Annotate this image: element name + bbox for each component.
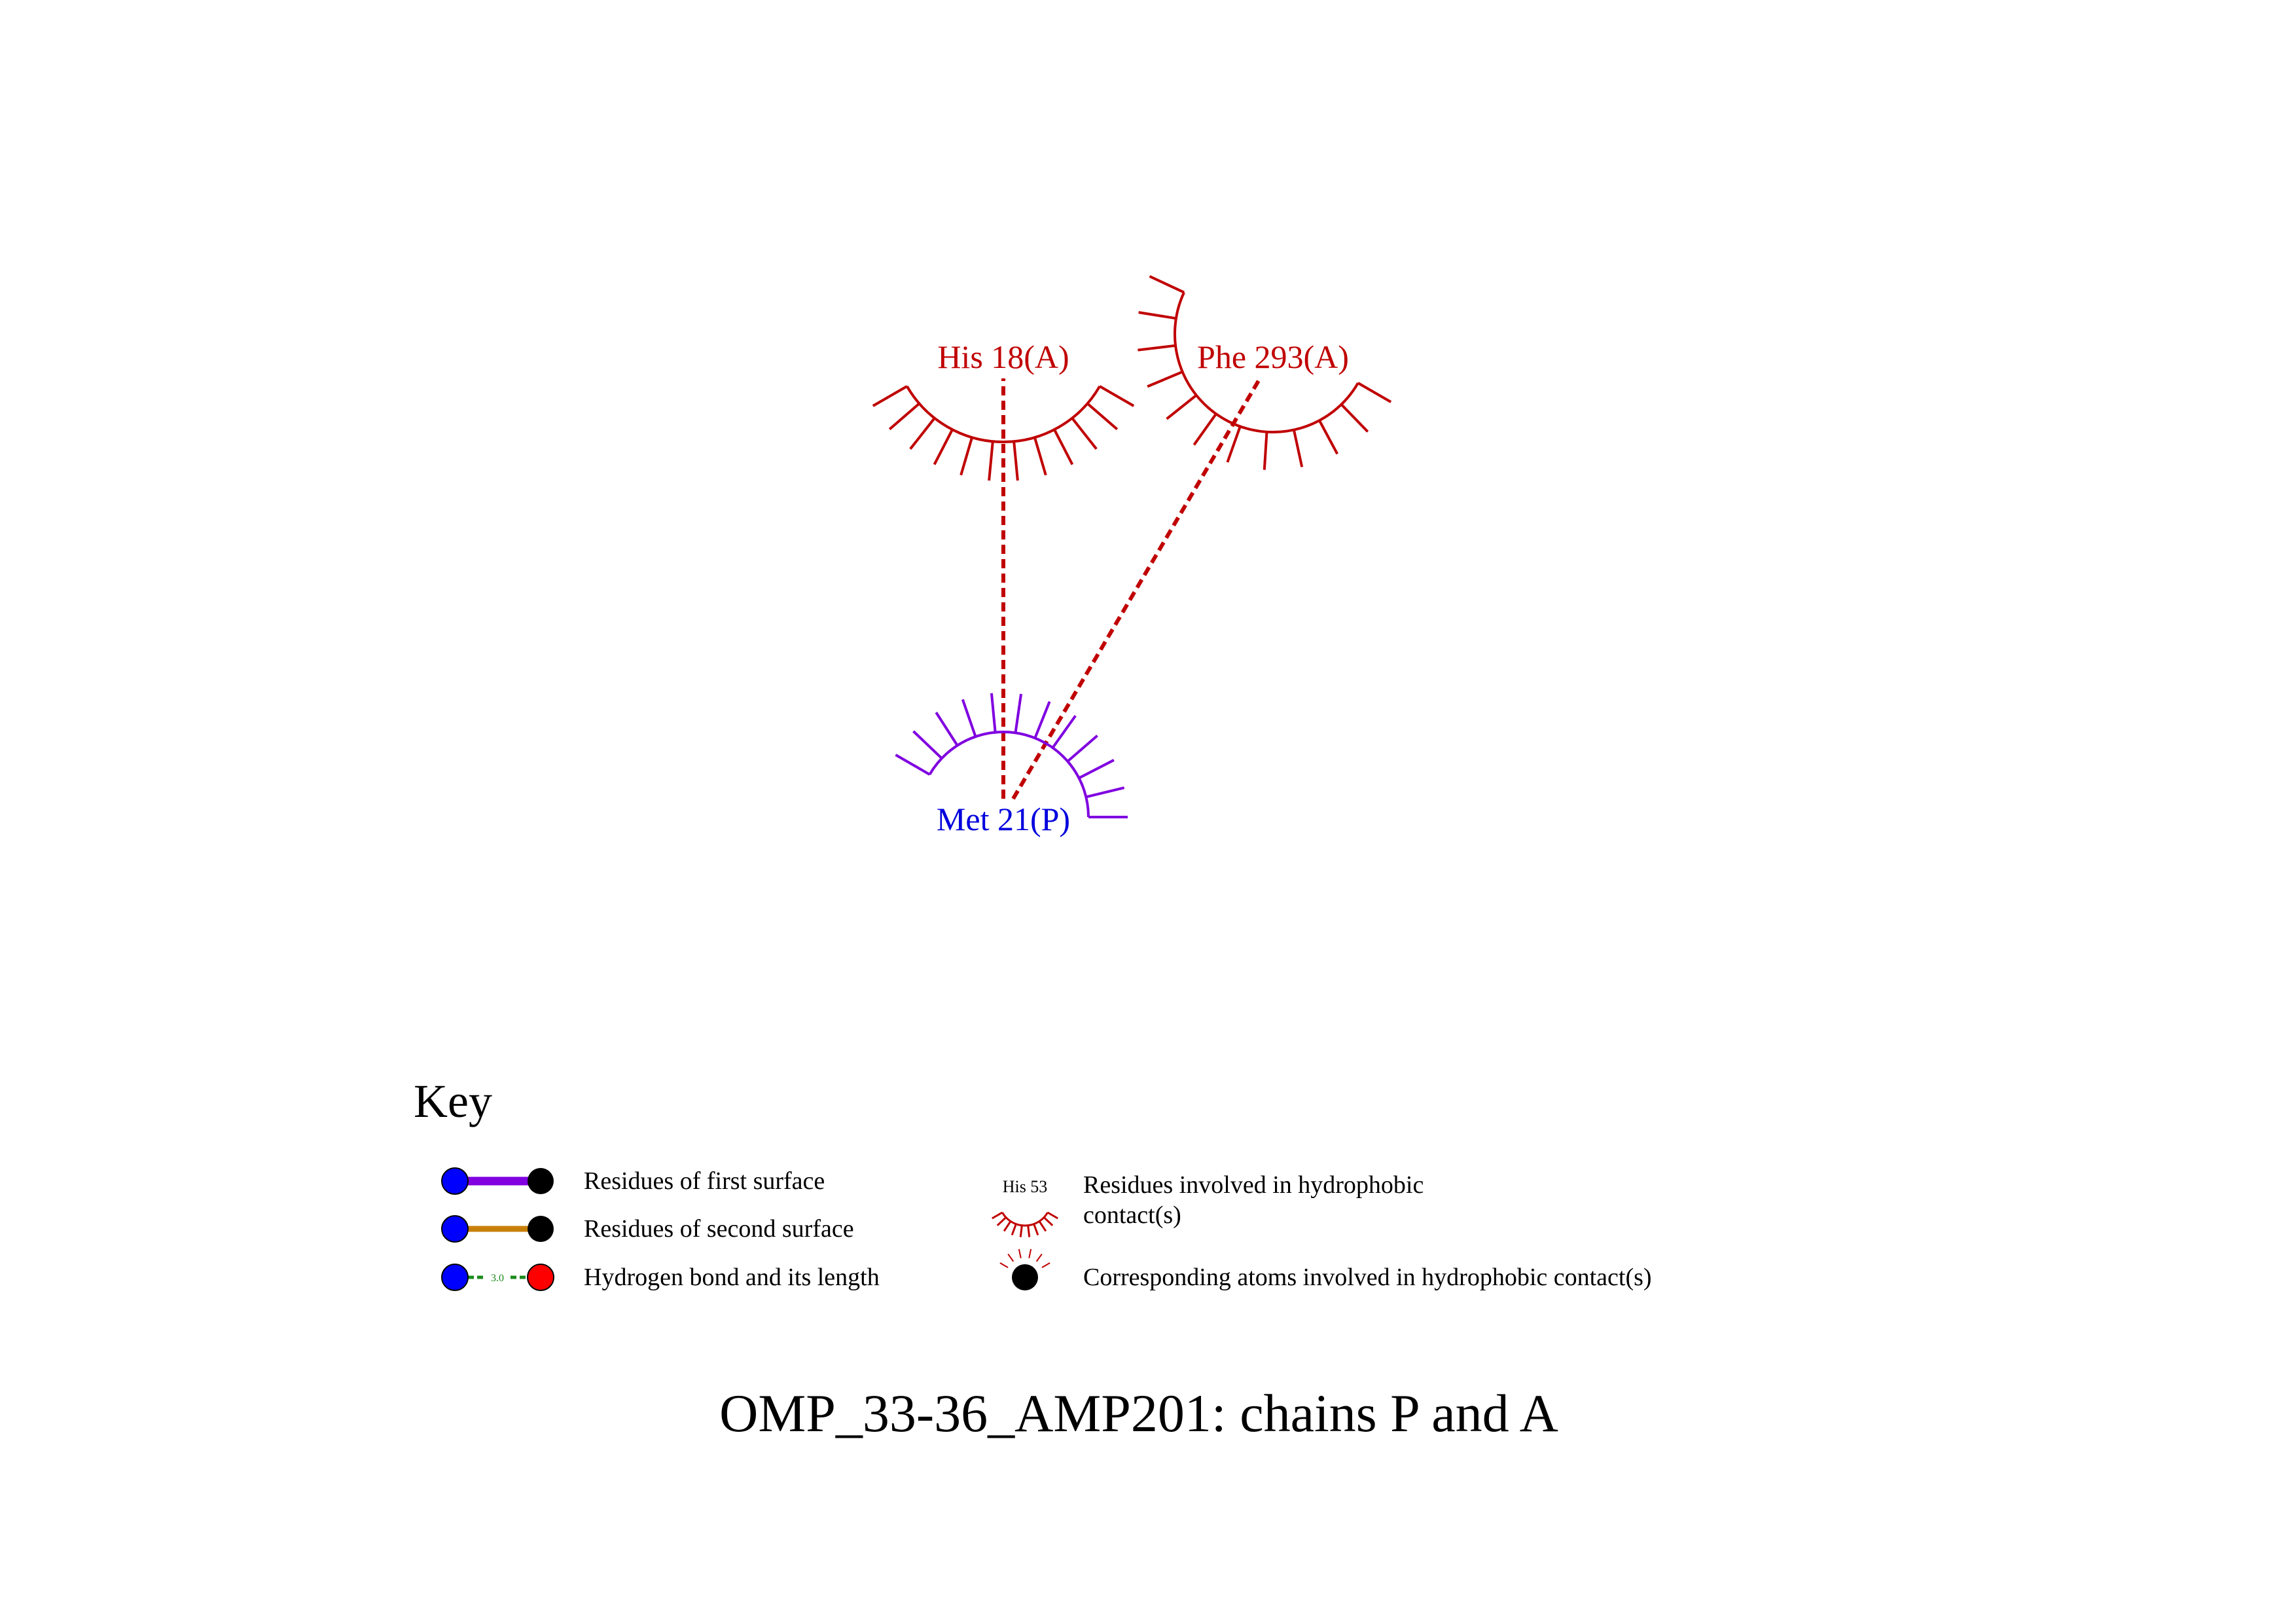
arc-spoke <box>1078 759 1115 780</box>
legend-atom-contact-icon <box>999 1249 1050 1268</box>
arc-spoke <box>935 712 959 746</box>
arc-spoke <box>1014 693 1023 733</box>
hydrophobic-arc-phe293 <box>1138 275 1392 470</box>
arc-spoke <box>888 402 920 431</box>
arc-curve <box>928 731 1090 818</box>
arc-curve <box>1001 1212 1049 1227</box>
arc-spoke <box>1019 1225 1023 1237</box>
arc-spoke <box>1013 441 1019 481</box>
arc-spoke <box>996 1216 1007 1226</box>
arc-spoke <box>1051 715 1077 749</box>
atom-black-icon <box>528 1216 554 1242</box>
arc-spoke <box>1071 417 1098 450</box>
legend-first-surface-symbol <box>441 1167 554 1195</box>
atom-spoke <box>999 1262 1009 1268</box>
arc-spoke <box>1193 413 1217 446</box>
arc-spoke <box>1340 403 1369 433</box>
legend-title: Key <box>414 1075 492 1127</box>
arc-spoke <box>1149 275 1185 294</box>
arc-spoke <box>1043 1216 1054 1226</box>
arc-spoke <box>1086 402 1119 431</box>
atom-blue-icon <box>441 1215 469 1243</box>
arc-spoke <box>1147 371 1183 388</box>
atom-black-icon <box>1012 1264 1038 1290</box>
atom-spoke <box>1007 1253 1014 1262</box>
atom-red-icon <box>527 1264 554 1291</box>
legend-hydrophobic-label-line1: Residues involved in hydrophobic <box>1083 1171 1424 1199</box>
arc-spoke <box>1138 311 1177 320</box>
arc-spoke <box>872 385 908 407</box>
atom-spoke <box>1018 1249 1022 1258</box>
figure-caption: OMP_33-36_AMP201: chains P and A <box>719 1383 1558 1443</box>
residue-label-met21: Met 21(P) <box>937 801 1070 837</box>
arc-spoke <box>1047 1211 1058 1220</box>
legend: Key Residues of first surface Residues o… <box>414 1075 1652 1291</box>
arc-spoke <box>960 437 974 476</box>
arc-spoke <box>1085 786 1125 799</box>
arc-spoke <box>895 754 931 776</box>
arc-spoke <box>1099 385 1135 407</box>
arc-curve <box>906 385 1101 443</box>
arc-spoke <box>961 699 977 737</box>
atom-spoke <box>1028 1249 1032 1258</box>
legend-hbond-symbol: 3.0 <box>441 1264 554 1291</box>
legend-first-surface-label: Residues of first surface <box>584 1167 825 1195</box>
atom-blue-icon <box>441 1167 469 1195</box>
arc-spoke <box>933 429 954 465</box>
legend-hydrophobic-example-name: His 53 <box>1003 1177 1048 1196</box>
arc-spoke <box>1138 344 1176 352</box>
hydrophobic-arc-his18 <box>872 385 1135 481</box>
arc-spoke <box>1027 1225 1031 1237</box>
legend-second-surface-label: Residues of second surface <box>584 1215 854 1243</box>
arc-spoke <box>1066 735 1098 763</box>
arc-spoke <box>1033 437 1047 476</box>
residue-label-phe293: Phe 293(A) <box>1197 338 1349 375</box>
arc-spoke <box>990 693 997 733</box>
arc-curve <box>1174 291 1359 433</box>
arc-spoke <box>1053 429 1074 465</box>
atom-black-icon <box>528 1168 554 1194</box>
legend-hydrophobic-label-line2: contact(s) <box>1083 1201 1181 1229</box>
arc-spoke <box>909 417 936 450</box>
arc-spoke <box>1033 1224 1039 1236</box>
legend-second-surface-symbol <box>441 1215 554 1243</box>
arc-spoke <box>1292 429 1304 467</box>
residue-label-his18: His 18(A) <box>937 338 1069 375</box>
arc-spoke <box>1166 394 1198 420</box>
arc-spoke <box>1003 1220 1012 1232</box>
arc-spoke <box>1263 431 1268 470</box>
hydrophobic-arc-met21 <box>895 693 1128 818</box>
contact-line-phe293 <box>1011 377 1262 800</box>
arc-spoke <box>912 730 943 759</box>
arc-spoke <box>992 1211 1003 1220</box>
legend-hbond-label: Hydrogen bond and its length <box>584 1264 880 1291</box>
legend-hbond-length: 3.0 <box>491 1273 504 1284</box>
arc-spoke <box>1038 1220 1047 1232</box>
atom-spoke <box>1035 1253 1043 1262</box>
arc-spoke <box>1033 701 1051 739</box>
legend-atoms-label: Corresponding atoms involved in hydropho… <box>1083 1264 1652 1291</box>
arc-spoke <box>1011 1224 1017 1236</box>
arc-spoke <box>1357 382 1392 403</box>
legend-hydrophobic-arc-icon <box>992 1211 1058 1237</box>
arc-spoke <box>1318 420 1338 455</box>
atom-blue-icon <box>441 1264 469 1291</box>
arc-spoke <box>1226 426 1242 463</box>
arc-spoke <box>988 441 994 481</box>
atom-spoke <box>1041 1262 1050 1268</box>
